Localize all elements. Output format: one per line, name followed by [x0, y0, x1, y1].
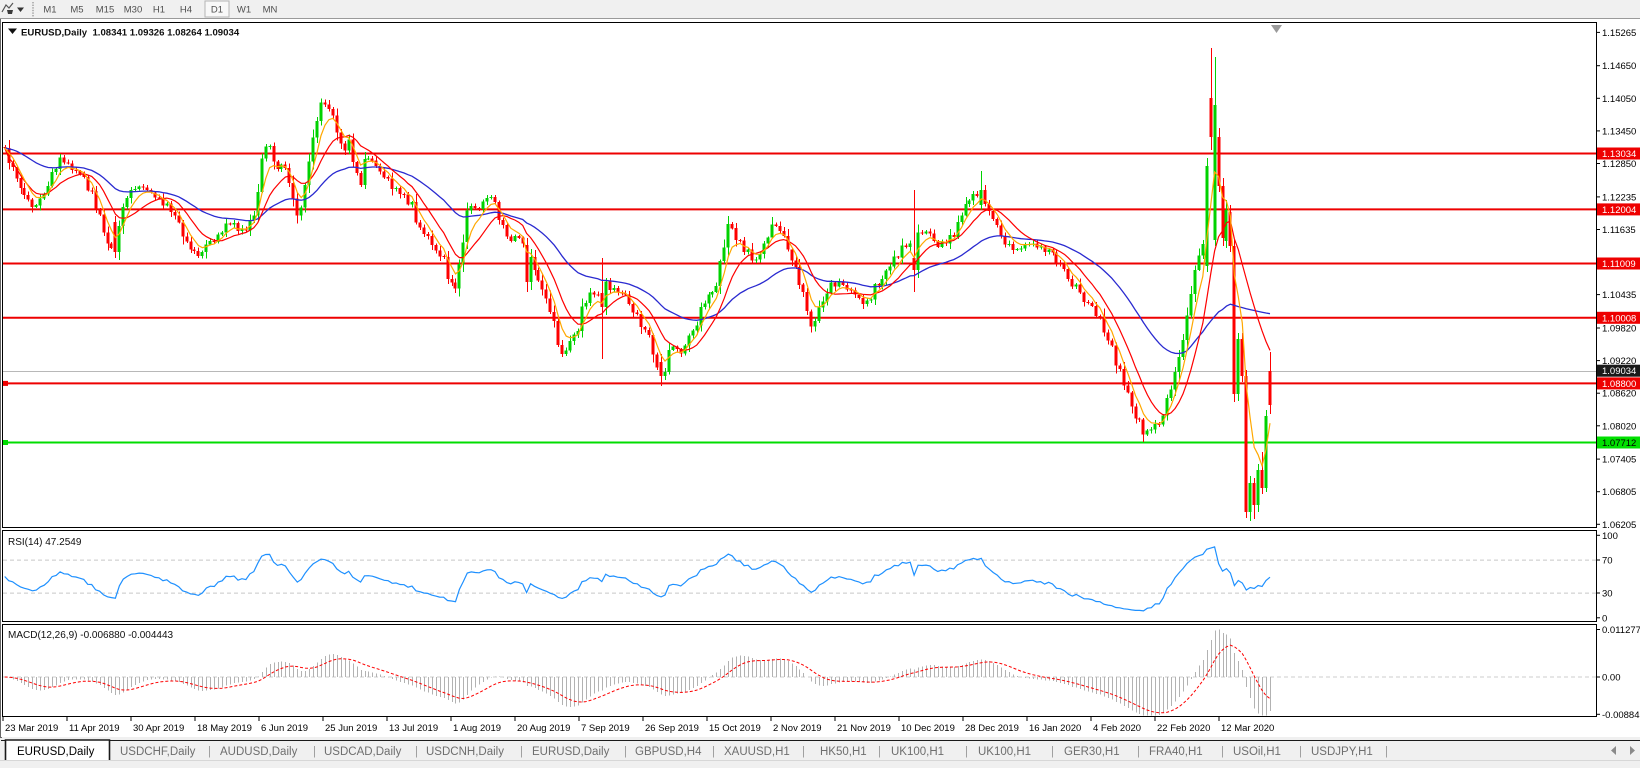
svg-text:1.06205: 1.06205 [1602, 520, 1636, 531]
svg-text:|: | [1221, 746, 1224, 758]
svg-text:1.10435: 1.10435 [1602, 290, 1636, 301]
svg-text:0.011277: 0.011277 [1602, 625, 1640, 636]
svg-text:10 Dec 2019: 10 Dec 2019 [901, 723, 955, 734]
svg-text:FRA40,H1: FRA40,H1 [1149, 746, 1203, 758]
svg-text:UK100,H1: UK100,H1 [978, 746, 1031, 758]
svg-text:USDCAD,Daily: USDCAD,Daily [324, 746, 402, 758]
svg-text:M15: M15 [96, 5, 114, 16]
svg-text:1.11635: 1.11635 [1602, 225, 1636, 236]
svg-text:|: | [313, 746, 316, 758]
svg-text:|: | [965, 746, 968, 758]
svg-text:USDCHF,Daily: USDCHF,Daily [120, 746, 196, 758]
svg-text:30 Apr 2019: 30 Apr 2019 [133, 723, 184, 734]
svg-text:UK100,H1: UK100,H1 [891, 746, 944, 758]
svg-text:1.12235: 1.12235 [1602, 192, 1636, 203]
svg-text:|: | [1385, 746, 1388, 758]
svg-text:1.15265: 1.15265 [1602, 28, 1636, 39]
svg-text:AUDUSD,Daily: AUDUSD,Daily [220, 746, 298, 758]
svg-text:|: | [624, 746, 627, 758]
svg-text:|: | [1137, 746, 1140, 758]
svg-text:MN: MN [263, 5, 278, 16]
svg-text:15 Oct 2019: 15 Oct 2019 [709, 723, 761, 734]
svg-text:1.09220: 1.09220 [1602, 356, 1636, 367]
svg-text:26 Sep 2019: 26 Sep 2019 [645, 723, 699, 734]
svg-text:USOil,H1: USOil,H1 [1233, 746, 1281, 758]
svg-text:100: 100 [1602, 531, 1618, 542]
svg-text:EURUSD,Daily: EURUSD,Daily [17, 746, 95, 758]
svg-text:|: | [878, 746, 881, 758]
svg-text:|: | [1051, 746, 1054, 758]
svg-text:1.08020: 1.08020 [1602, 421, 1636, 432]
svg-text:XAUUSD,H1: XAUUSD,H1 [724, 746, 790, 758]
svg-text:12 Mar 2020: 12 Mar 2020 [1221, 723, 1274, 734]
svg-text:USDCNH,Daily: USDCNH,Daily [426, 746, 504, 758]
svg-text:1.11009: 1.11009 [1602, 259, 1636, 270]
svg-text:20 Aug 2019: 20 Aug 2019 [517, 723, 570, 734]
svg-text:EURUSD,Daily: EURUSD,Daily [532, 746, 610, 758]
svg-text:1.09034: 1.09034 [1602, 366, 1636, 377]
svg-text:1.12004: 1.12004 [1602, 205, 1636, 216]
svg-text:6 Jun 2019: 6 Jun 2019 [261, 723, 308, 734]
svg-text:23 Mar 2019: 23 Mar 2019 [5, 723, 58, 734]
svg-text:|: | [802, 746, 805, 758]
svg-text:M1: M1 [43, 5, 56, 16]
svg-text:1.14050: 1.14050 [1602, 94, 1636, 105]
svg-text:USDJPY,H1: USDJPY,H1 [1311, 746, 1373, 758]
svg-text:|: | [520, 746, 523, 758]
svg-text:GBPUSD,H4: GBPUSD,H4 [635, 746, 702, 758]
svg-text:25 Jun 2019: 25 Jun 2019 [325, 723, 377, 734]
svg-text:0: 0 [1602, 613, 1607, 624]
svg-text:M30: M30 [124, 5, 142, 16]
svg-text:70: 70 [1602, 556, 1613, 567]
svg-text:M5: M5 [70, 5, 83, 16]
svg-text:4 Feb 2020: 4 Feb 2020 [1093, 723, 1141, 734]
svg-text:1.12850: 1.12850 [1602, 159, 1636, 170]
svg-text:1.10008: 1.10008 [1602, 313, 1636, 324]
svg-text:1.06805: 1.06805 [1602, 487, 1636, 498]
svg-text:MACD(12,26,9) -0.006880 -0.004: MACD(12,26,9) -0.006880 -0.004443 [8, 630, 174, 641]
svg-text:|: | [712, 746, 715, 758]
svg-text:22 Feb 2020: 22 Feb 2020 [1157, 723, 1210, 734]
svg-text:GER30,H1: GER30,H1 [1064, 746, 1120, 758]
svg-text:1.14650: 1.14650 [1602, 61, 1636, 72]
svg-text:|: | [208, 746, 211, 758]
svg-text:-0.008845: -0.008845 [1602, 710, 1640, 721]
svg-text:18 May 2019: 18 May 2019 [197, 723, 252, 734]
svg-text:1.07712: 1.07712 [1602, 438, 1636, 449]
svg-text:W1: W1 [237, 5, 251, 16]
svg-text:|: | [1299, 746, 1302, 758]
svg-text:2 Nov 2019: 2 Nov 2019 [773, 723, 822, 734]
svg-text:21 Nov 2019: 21 Nov 2019 [837, 723, 891, 734]
svg-text:H4: H4 [180, 5, 192, 16]
svg-text:EURUSD,Daily 1.08341 1.09326: EURUSD,Daily 1.08341 1.09326 1.08264 1.0… [21, 28, 240, 39]
svg-text:HK50,H1: HK50,H1 [820, 746, 867, 758]
svg-text:7 Sep 2019: 7 Sep 2019 [581, 723, 630, 734]
svg-text:13 Jul 2019: 13 Jul 2019 [389, 723, 438, 734]
svg-text:1.09820: 1.09820 [1602, 324, 1636, 335]
svg-text:1.08800: 1.08800 [1602, 379, 1636, 390]
svg-text:28 Dec 2019: 28 Dec 2019 [965, 723, 1019, 734]
svg-text:1.13450: 1.13450 [1602, 126, 1636, 137]
svg-text:1.07405: 1.07405 [1602, 455, 1636, 466]
svg-text:|: | [415, 746, 418, 758]
svg-text:1.13034: 1.13034 [1602, 149, 1636, 160]
svg-text:30: 30 [1602, 589, 1613, 600]
svg-text:H1: H1 [153, 5, 165, 16]
svg-text:RSI(14) 47.2549: RSI(14) 47.2549 [8, 537, 82, 548]
svg-text:0.00: 0.00 [1602, 673, 1621, 684]
svg-text:1.08620: 1.08620 [1602, 389, 1636, 400]
svg-text:D1: D1 [211, 5, 223, 16]
svg-text:16 Jan 2020: 16 Jan 2020 [1029, 723, 1081, 734]
svg-text:1 Aug 2019: 1 Aug 2019 [453, 723, 501, 734]
svg-text:11 Apr 2019: 11 Apr 2019 [69, 723, 120, 734]
